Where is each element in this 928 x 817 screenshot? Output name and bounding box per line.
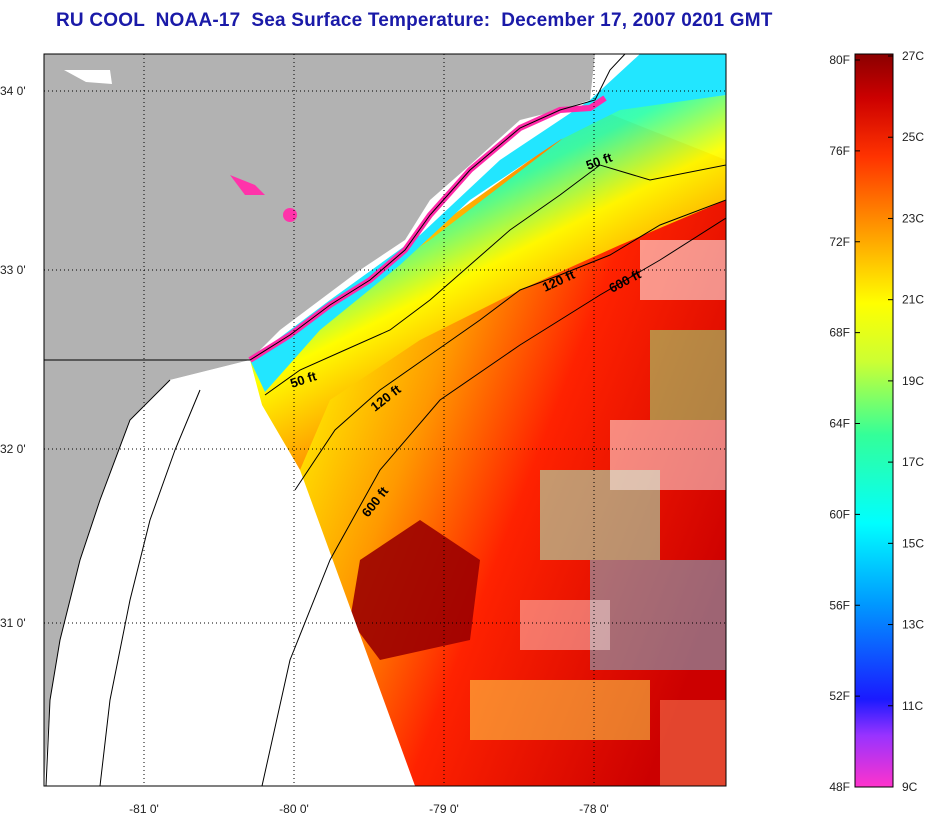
coastline-south [45,379,171,786]
colorbar-c-label: 11C [902,699,923,713]
isobath-50ft [264,164,726,396]
colorbar-f-label: 60F [829,507,850,521]
graticule [44,54,726,786]
warm-core [350,520,480,660]
colorbar-f-label: 76F [829,144,850,158]
no-data-patch [64,70,112,84]
colorbar-c-label: 19C [902,374,924,388]
colorbar-f-label: 48F [829,780,850,794]
colorbar-c-label: 21C [902,293,924,307]
lon-tick-label: -78 0' [579,802,609,816]
map-title: RU COOL NOAA-17 Sea Surface Temperature:… [56,10,773,31]
lon-tick-label: -80 0' [279,802,309,816]
colorbar-f-label: 72F [829,235,850,249]
coastline-inner [99,389,201,786]
colorbar-f-label: 80F [829,53,850,67]
colorbar-f-label: 52F [829,689,850,703]
lat-tick-label: 33 0' [0,263,26,277]
lon-tick-label: -79 0' [429,802,459,816]
coastal-no-data [100,360,415,786]
colorbar-c-label: 25C [902,130,924,144]
colorbar-c-label: 15C [902,536,924,550]
colorbar-c-label: 23C [902,211,924,225]
colorbar-f-label: 68F [829,326,850,340]
colorbar-f-label: 64F [829,417,850,431]
shelf-water [250,95,726,470]
coastal-cold-band [250,54,726,392]
lat-tick-label: 32 0' [0,442,26,456]
isobath-600ft [261,217,726,786]
colorbar-f-label: 56F [829,598,850,612]
colorbar-c-label: 27C [902,49,924,63]
lat-tick-label: 31 0' [0,616,26,630]
lake-marker [283,208,297,222]
lake-marker [230,175,265,195]
colorbar-c-label: 13C [902,618,924,632]
colorbar-c-label: 9C [902,780,918,794]
cloud-noise [470,240,726,786]
lon-tick-label: -81 0' [129,802,159,816]
coastline [44,54,626,361]
colorbar [854,53,894,788]
land-mass [44,54,595,360]
colorbar-c-label: 17C [902,455,924,469]
lat-tick-label: 34 0' [0,84,26,98]
isobath-120ft [294,199,726,491]
map-frame [43,53,727,787]
land-mass-south [44,360,250,786]
